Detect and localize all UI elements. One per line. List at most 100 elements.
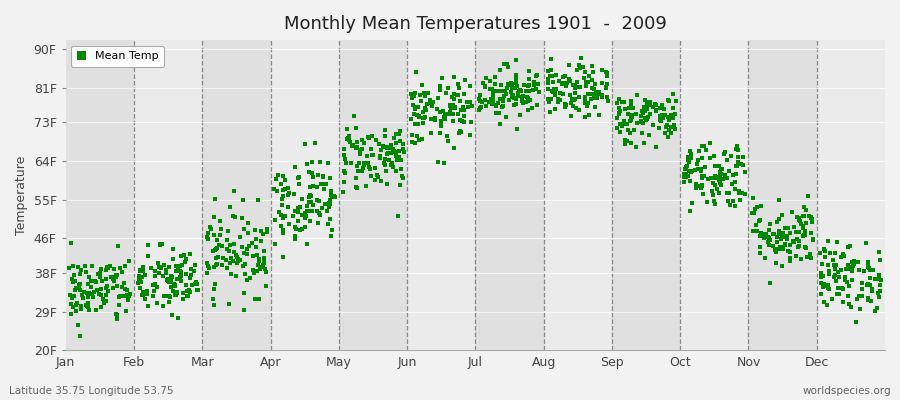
Point — [860, 296, 875, 302]
Point — [131, 272, 146, 279]
Point — [842, 264, 857, 270]
Point — [472, 104, 487, 111]
Point — [385, 164, 400, 170]
Point — [620, 127, 634, 133]
Point — [458, 77, 473, 84]
Point — [843, 304, 858, 310]
Point — [558, 73, 572, 80]
Point — [774, 246, 788, 252]
Point — [228, 249, 242, 256]
Point — [447, 74, 462, 80]
Point — [683, 150, 698, 157]
Point — [817, 253, 832, 260]
Point — [690, 161, 705, 168]
Point — [432, 83, 446, 90]
Bar — [271, 40, 338, 350]
Point — [85, 290, 99, 297]
Point — [131, 274, 146, 280]
Point — [518, 88, 533, 94]
Point — [568, 81, 582, 88]
Point — [781, 225, 796, 232]
Point — [168, 268, 183, 274]
Point — [821, 262, 835, 269]
Point — [865, 288, 879, 294]
Point — [452, 130, 466, 136]
Point — [778, 240, 792, 247]
Point — [590, 88, 604, 95]
Point — [324, 233, 338, 240]
Point — [181, 292, 195, 299]
Point — [82, 290, 96, 296]
Point — [107, 266, 122, 272]
Point — [93, 291, 107, 298]
Point — [361, 134, 375, 140]
Point — [148, 268, 163, 274]
Point — [173, 268, 187, 274]
Point — [308, 140, 322, 146]
Point — [515, 94, 529, 100]
Point — [281, 185, 295, 192]
Point — [598, 69, 613, 75]
Point — [752, 216, 767, 223]
Point — [242, 243, 256, 249]
Point — [64, 240, 78, 246]
Point — [643, 110, 657, 117]
Point — [796, 204, 811, 210]
Point — [120, 287, 134, 293]
Point — [291, 209, 305, 215]
Point — [168, 292, 183, 298]
Point — [179, 271, 194, 278]
Point — [487, 88, 501, 94]
Point — [372, 174, 386, 180]
Point — [553, 90, 567, 96]
Point — [714, 171, 728, 177]
Point — [392, 147, 406, 154]
Point — [714, 178, 728, 184]
Point — [769, 259, 783, 266]
Point — [758, 255, 772, 262]
Point — [323, 174, 338, 181]
Point — [616, 118, 631, 124]
Point — [295, 212, 310, 218]
Point — [342, 138, 356, 145]
Point — [530, 102, 544, 108]
Point — [803, 251, 817, 257]
Point — [491, 100, 505, 106]
Point — [77, 263, 92, 269]
Point — [65, 276, 79, 283]
Point — [338, 156, 352, 162]
Point — [610, 100, 625, 106]
Point — [457, 91, 472, 98]
Point — [94, 270, 108, 276]
Point — [276, 187, 291, 193]
Point — [112, 243, 126, 250]
Point — [135, 274, 149, 280]
Point — [828, 250, 842, 256]
Point — [548, 92, 562, 98]
Point — [140, 242, 155, 248]
Point — [590, 93, 604, 100]
Point — [213, 226, 228, 233]
Point — [680, 173, 695, 179]
Point — [817, 281, 832, 287]
Point — [374, 146, 388, 153]
Point — [276, 173, 291, 179]
Point — [348, 184, 363, 190]
Point — [549, 72, 563, 78]
Point — [861, 258, 876, 265]
Point — [638, 97, 652, 103]
Point — [564, 100, 579, 106]
Point — [578, 69, 592, 76]
Point — [339, 160, 354, 166]
Point — [378, 168, 392, 174]
Point — [212, 242, 226, 249]
Point — [722, 190, 736, 196]
Point — [730, 163, 744, 169]
Point — [791, 214, 806, 221]
Point — [475, 98, 490, 105]
Point — [625, 114, 639, 120]
Point — [474, 104, 489, 110]
Bar — [612, 40, 680, 350]
Point — [623, 117, 637, 124]
Point — [591, 88, 606, 95]
